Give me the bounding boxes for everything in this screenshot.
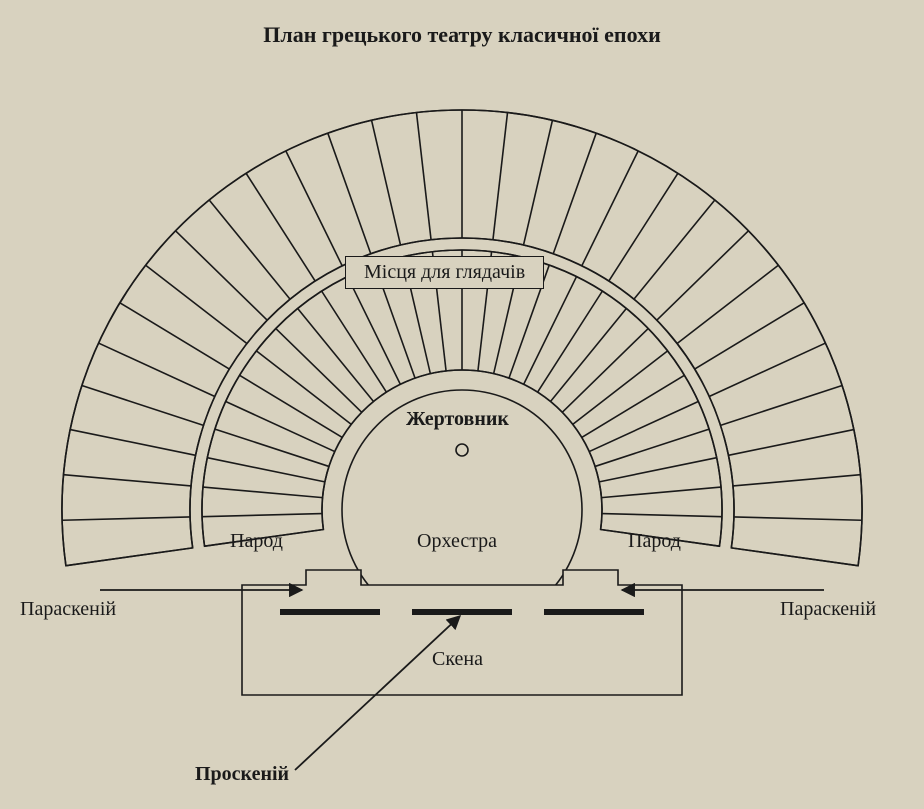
parod-right-label: Парод: [628, 530, 681, 553]
paraskenion-right-label: Параскеній: [780, 598, 876, 621]
altar-label: Жертовник: [406, 408, 509, 431]
skene-label: Скена: [432, 648, 483, 671]
parod-left-label: Парод: [230, 530, 283, 553]
orchestra-label: Орхестра: [417, 530, 497, 553]
theatre-diagram: [0, 0, 924, 809]
proskenion-label: Проскеній: [195, 763, 289, 786]
paraskenion-left-label: Параскеній: [20, 598, 116, 621]
seats-label: Місця для глядачів: [345, 256, 544, 289]
